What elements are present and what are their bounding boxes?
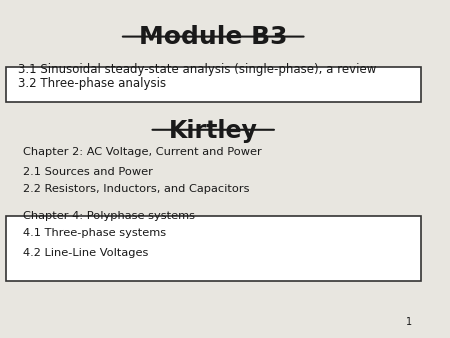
Text: Chapter 4: Polyphase systems: Chapter 4: Polyphase systems (22, 211, 194, 221)
Text: 4.1 Three-phase systems: 4.1 Three-phase systems (22, 228, 166, 238)
FancyBboxPatch shape (6, 216, 421, 281)
Text: 1: 1 (406, 317, 412, 327)
Text: Kirtley: Kirtley (169, 119, 258, 143)
Text: 2.2 Resistors, Inductors, and Capacitors: 2.2 Resistors, Inductors, and Capacitors (22, 184, 249, 194)
Text: Module B3: Module B3 (139, 25, 288, 49)
Text: 3.1 Sinusoidal steady-state analysis (single-phase), a review: 3.1 Sinusoidal steady-state analysis (si… (18, 64, 377, 76)
FancyBboxPatch shape (6, 67, 421, 102)
Text: Chapter 2: AC Voltage, Current and Power: Chapter 2: AC Voltage, Current and Power (22, 147, 261, 157)
Text: 4.2 Line-Line Voltages: 4.2 Line-Line Voltages (22, 248, 148, 258)
Text: 2.1 Sources and Power: 2.1 Sources and Power (22, 167, 153, 177)
Text: 3.2 Three-phase analysis: 3.2 Three-phase analysis (18, 77, 166, 90)
